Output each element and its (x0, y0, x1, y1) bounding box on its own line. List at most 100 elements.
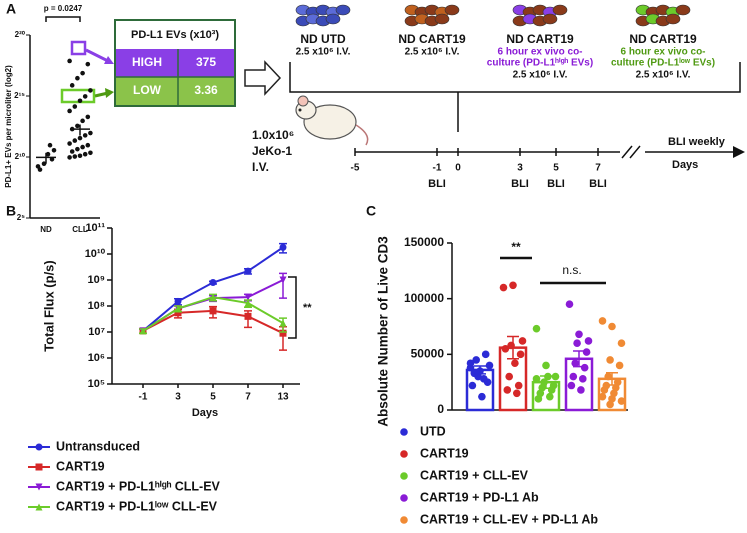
group-note: culture (PD-L1ʰⁱᵍʰ EVs) (487, 57, 593, 69)
point (88, 150, 93, 156)
point (516, 350, 525, 359)
injection: 1.0x10⁶ (252, 128, 294, 142)
group-title: ND CART19 (398, 32, 466, 46)
point (606, 400, 614, 409)
point (466, 359, 475, 368)
x-tick-label: -1 (139, 392, 148, 403)
point (88, 130, 93, 136)
error-bar (474, 365, 486, 375)
group-note: 6 hour ex vivo co- (620, 47, 705, 58)
point (617, 339, 626, 348)
timeline-bli: BLI (428, 178, 446, 190)
point (606, 356, 614, 364)
point (82, 94, 88, 99)
annotation: p = 0.0247 (44, 4, 83, 13)
timeline-bli: BLI (511, 178, 529, 190)
point (532, 324, 541, 333)
point (503, 386, 512, 394)
point (505, 372, 513, 381)
group-dose: 2.5 x10⁶ I.V. (296, 47, 351, 58)
injection: JeKo-1 (252, 144, 292, 158)
point (67, 141, 72, 146)
timeline-bli: BLI (547, 178, 565, 190)
point (51, 147, 57, 153)
point (584, 337, 593, 345)
table-cell: HIGH (132, 55, 162, 69)
group-title: ND UTD (300, 32, 346, 46)
legend-label: UTD (420, 424, 446, 438)
cell (434, 13, 450, 25)
sig-bracket (288, 276, 297, 339)
point (85, 142, 91, 148)
legend-marker (400, 516, 408, 524)
point (80, 144, 85, 150)
point (617, 397, 626, 405)
error-bar (606, 371, 618, 386)
y-tick-label: 2⁵ (17, 213, 25, 222)
axis-break (621, 145, 641, 159)
point (565, 300, 574, 309)
marker (279, 319, 287, 327)
marker (35, 463, 43, 471)
point (604, 372, 612, 381)
marker (209, 293, 217, 301)
point (551, 372, 560, 381)
x-tick-label: CLL (72, 225, 88, 234)
point (547, 386, 556, 394)
legend-label: CART19 (56, 459, 105, 473)
annotation: n.s. (562, 263, 581, 277)
group-note: culture (PD-L1ˡᵒʷ EVs) (611, 58, 715, 69)
x-tick-label: ND (40, 225, 52, 234)
point (82, 133, 88, 138)
point (69, 149, 75, 154)
panel-label: C (366, 203, 376, 219)
timeline-bli: BLI (589, 178, 607, 190)
point (542, 361, 550, 370)
timeline-day: 5 (553, 163, 559, 174)
point (37, 167, 43, 172)
point (481, 350, 490, 359)
arrow-head (104, 56, 114, 64)
point (67, 58, 72, 64)
point (41, 161, 47, 166)
marker (174, 297, 182, 305)
arrow-head (733, 146, 745, 158)
panel-label: B (6, 203, 16, 219)
point (77, 135, 83, 141)
timeline-label: Days (672, 159, 698, 171)
highlight-high (70, 40, 87, 56)
table-cell: 375 (196, 55, 216, 69)
point (577, 386, 585, 394)
point (580, 363, 589, 372)
y-tick-label: 10⁵ (88, 378, 105, 390)
panel-label: A (6, 1, 16, 17)
y-axis-title: Absolute Number of Live CD3 (376, 236, 391, 427)
point (615, 361, 624, 370)
y-tick-label: 2¹⁵ (14, 91, 25, 100)
group-dose: 2.5 x10⁶ I.V. (513, 70, 568, 81)
marker (244, 267, 252, 275)
point (85, 114, 91, 120)
point (82, 151, 88, 157)
point (608, 322, 616, 331)
point (511, 359, 519, 368)
y-tick-label: 2¹⁰ (15, 152, 26, 161)
marker (244, 312, 252, 320)
point (598, 317, 607, 325)
marker (174, 305, 182, 313)
point (67, 155, 72, 160)
row-high (116, 49, 234, 77)
table-cell: LOW (133, 83, 162, 97)
point (532, 375, 541, 383)
legend-marker (400, 494, 408, 502)
y-tick-label: 0 (437, 402, 444, 416)
point (80, 70, 85, 76)
timeline-day: -5 (351, 163, 360, 174)
y-tick-label: 10⁸ (88, 300, 105, 312)
marker (139, 327, 147, 335)
marker (35, 483, 43, 491)
injection: I.V. (252, 160, 269, 174)
point (45, 151, 51, 157)
point (573, 339, 581, 348)
